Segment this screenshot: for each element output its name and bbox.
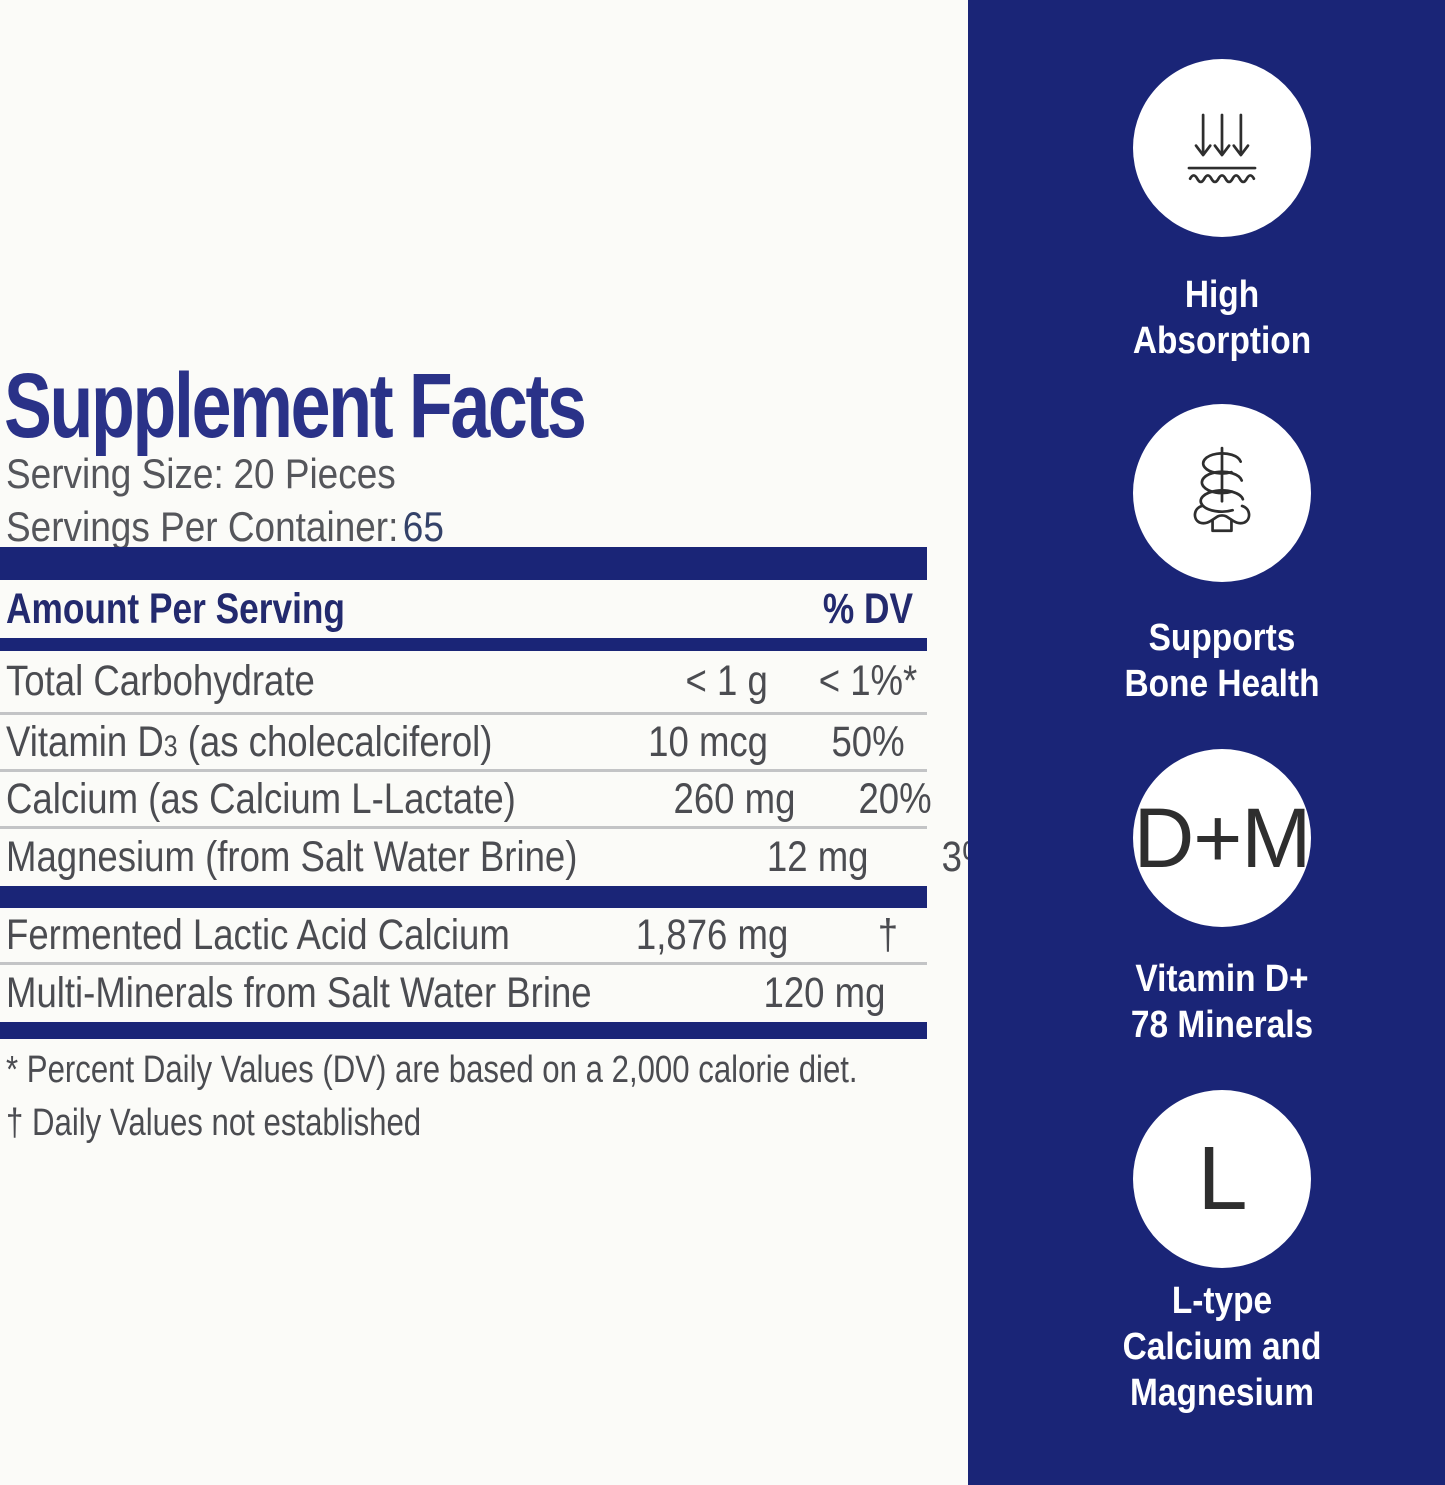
divider-bar <box>0 886 927 908</box>
feature-label-line: Vitamin D+ <box>1135 958 1309 1000</box>
header-percent-dv: % DV <box>822 584 913 633</box>
nutrient-dv: 50% <box>831 717 905 766</box>
nutrient-amount: 1,876 mg <box>636 910 789 959</box>
feature-label-line: Absorption <box>1132 320 1312 362</box>
feature-icon-circle: D+M <box>1133 749 1311 927</box>
feature-label-line: 78 Minerals <box>1130 1004 1314 1046</box>
nutrient-amount: 260 mg <box>673 774 796 823</box>
header-amount-per-serving: Amount Per Serving <box>6 584 345 633</box>
nutrient-dv: † <box>878 910 899 959</box>
feature-label: L-type Calcium and Magnesium <box>999 1278 1445 1416</box>
table-row: Calcium (as Calcium L-Lactate) 260 mg 20… <box>0 772 932 829</box>
table-row: Multi-Minerals from Salt Water Brine 120… <box>0 965 995 1022</box>
divider-bar <box>0 1022 927 1039</box>
nutrient-amount: 120 mg <box>763 969 885 1017</box>
serving-info: Serving Size: 20 Pieces Servings Per Cont… <box>6 447 504 553</box>
serving-size-value: 20 Pieces <box>233 450 396 497</box>
feature-label-line: Magnesium <box>1130 1372 1314 1414</box>
nutrient-amount: < 1 g <box>685 657 768 705</box>
divider-bar <box>0 638 927 651</box>
nutrient-name: Total Carbohydrate <box>6 657 315 705</box>
footnote-daily-values: * Percent Daily Values (DV) are based on… <box>6 1049 858 1091</box>
table-header-row: Amount Per Serving % DV <box>0 580 927 638</box>
feature-icon-circle <box>1133 59 1311 237</box>
feature-label: Vitamin D+ 78 Minerals <box>999 956 1445 1048</box>
divider-bar <box>0 547 927 580</box>
table-row: Total Carbohydrate < 1 g < 1%* <box>0 651 927 715</box>
feature-label: High Absorption <box>999 272 1445 364</box>
servings-per-container-label: Servings Per Container: <box>6 503 399 550</box>
serving-size-line: Serving Size: 20 Pieces <box>6 447 444 500</box>
feature-label: Supports Bone Health <box>999 615 1445 707</box>
page-title: Supplement Facts <box>4 355 587 457</box>
feature-icon-circle: L <box>1133 1090 1311 1268</box>
feature-icon-circle <box>1133 404 1311 582</box>
servings-per-container-value: 65 <box>402 503 444 550</box>
footnotes: * Percent Daily Values (DV) are based on… <box>6 1044 1045 1150</box>
nutrient-amount: 10 mcg <box>648 717 769 766</box>
nutrient-name: Calcium (as Calcium L-Lactate) <box>6 774 516 823</box>
servings-per-container-line: Servings Per Container: 65 <box>6 500 444 553</box>
l-monogram-text: L <box>1197 1128 1247 1229</box>
nutrient-name: Magnesium (from Salt Water Brine) <box>6 833 578 881</box>
nutrient-dv: 20% <box>858 774 932 823</box>
spine-icon <box>1193 446 1251 533</box>
table-row: Fermented Lactic Acid Calcium 1,876 mg † <box>0 908 927 965</box>
nutrient-dv: < 1%* <box>818 657 917 705</box>
serving-size-label: Serving Size: <box>6 450 224 497</box>
benefits-sidebar: High Absorption Supports Bone Health D+M… <box>968 0 1445 1485</box>
nutrient-name: Multi-Minerals from Salt Water Brine <box>6 969 592 1017</box>
nutrient-name: Fermented Lactic Acid Calcium <box>6 910 510 959</box>
feature-label-line: L-type <box>1171 1280 1273 1322</box>
nutrient-amount: 12 mg <box>766 833 869 881</box>
footnote-dv-not-established: † Daily Values not established <box>6 1102 422 1144</box>
table-row: Magnesium (from Salt Water Brine) 12 mg … <box>0 829 994 886</box>
absorption-arrows-icon <box>1187 113 1257 184</box>
dm-monogram-text: D+M <box>1133 790 1312 885</box>
table-row: Vitamin D3 (as cholecalciferol) 10 mcg 5… <box>0 715 927 772</box>
feature-label-line: High <box>1184 274 1260 316</box>
feature-label-line: Calcium and <box>1122 1326 1322 1368</box>
facts-table: Amount Per Serving % DV Total Carbohydra… <box>0 547 995 1039</box>
feature-label-line: Supports <box>1148 617 1296 659</box>
nutrient-name: Vitamin D3 (as cholecalciferol) <box>6 717 493 766</box>
feature-label-line: Bone Health <box>1124 663 1320 705</box>
